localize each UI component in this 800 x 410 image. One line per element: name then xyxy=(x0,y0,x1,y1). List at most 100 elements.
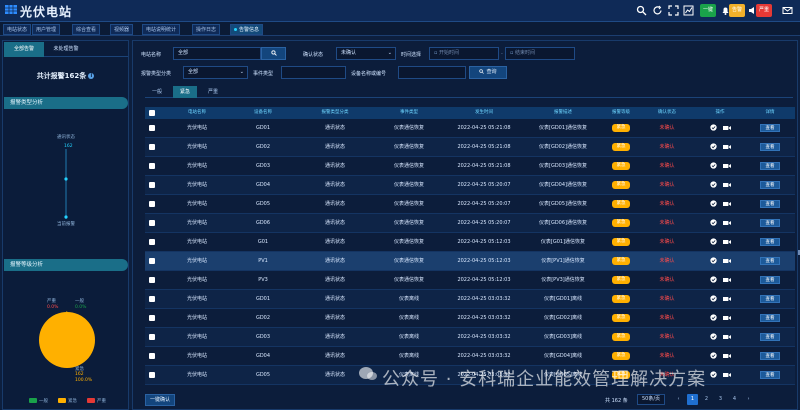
row-checkbox[interactable] xyxy=(149,315,155,321)
table-row[interactable]: 光伏电站 G01 通讯状态 仪表通信恢复 2022-04-25 05:12:03 仪表[G… xyxy=(145,233,795,252)
row-checkbox[interactable] xyxy=(149,239,155,245)
row-checkbox[interactable] xyxy=(149,201,155,207)
row-checkbox[interactable] xyxy=(149,277,155,283)
page-1[interactable]: 1 xyxy=(687,394,698,405)
confirm-check-icon[interactable] xyxy=(709,181,717,188)
confirm-check-icon[interactable] xyxy=(709,371,717,378)
confirm-check-icon[interactable] xyxy=(709,124,717,131)
tab-urgent[interactable]: 紧急 xyxy=(173,86,197,98)
confirm-check-icon[interactable] xyxy=(709,333,717,340)
tab-video[interactable]: 视频器 xyxy=(110,24,134,35)
table-row[interactable]: 光伏电站 GD01 通讯状态 仪表离线 2022-04-25 03:03:32 仪表[GD… xyxy=(145,290,795,309)
video-icon[interactable] xyxy=(722,353,731,359)
table-row[interactable]: 光伏电站 PV3 通讯状态 仪表通信恢复 2022-04-25 05:12:03 仪表[P… xyxy=(145,271,795,290)
refresh-icon[interactable] xyxy=(652,5,663,16)
station-name-select[interactable]: 全部 xyxy=(173,47,261,60)
prev-page-button[interactable]: ‹ xyxy=(677,396,680,402)
table-row[interactable]: 光伏电站 GD03 通讯状态 仪表离线 2022-04-25 03:03:32 仪表[GD… xyxy=(145,328,795,347)
mail-icon[interactable] xyxy=(782,5,793,16)
video-icon[interactable] xyxy=(722,372,731,378)
video-icon[interactable] xyxy=(722,220,731,226)
view-detail-button[interactable]: 查看 xyxy=(760,332,780,341)
page-2[interactable]: 2 xyxy=(704,396,709,402)
table-row[interactable]: 光伏电站 GD04 通讯状态 仪表通信恢复 2022-04-25 05:20:07 仪表[… xyxy=(145,176,795,195)
video-icon[interactable] xyxy=(722,163,731,169)
start-time-input[interactable]: ▫ 开始时间 xyxy=(429,47,499,60)
confirm-check-icon[interactable] xyxy=(709,352,717,359)
table-row[interactable]: 光伏电站 GD03 通讯状态 仪表通信恢复 2022-04-25 05:21:08 仪表[… xyxy=(145,157,795,176)
table-row[interactable]: 光伏电站 GD06 通讯状态 仪表通信恢复 2022-04-25 05:20:07 仪表[… xyxy=(145,214,795,233)
row-checkbox[interactable] xyxy=(149,220,155,226)
tab-normal[interactable]: 一般 xyxy=(151,89,162,95)
tab-critical[interactable]: 严重 xyxy=(207,89,218,95)
fullscreen-icon[interactable] xyxy=(668,5,679,16)
tab-station-status[interactable]: 电站状态 xyxy=(3,24,32,35)
end-time-input[interactable]: ▫ 结束时间 xyxy=(505,47,575,60)
confirm-check-icon[interactable] xyxy=(709,162,717,169)
tab-unprocessed-alarms[interactable]: 未处理告警 xyxy=(53,46,79,52)
confirm-check-icon[interactable] xyxy=(709,219,717,226)
next-page-button[interactable]: › xyxy=(747,396,750,402)
table-row[interactable]: 光伏电站 GD02 通讯状态 仪表通信恢复 2022-04-25 05:21:08 仪表[… xyxy=(145,138,795,157)
confirm-all-button[interactable]: 一键确认 xyxy=(145,394,175,406)
video-icon[interactable] xyxy=(722,277,731,283)
view-detail-button[interactable]: 查看 xyxy=(760,237,780,246)
table-row[interactable]: 光伏电站 GD01 通讯状态 仪表通信恢复 2022-04-25 05:21:08 仪表[… xyxy=(145,119,795,138)
row-checkbox[interactable] xyxy=(149,353,155,359)
search-icon[interactable] xyxy=(636,5,647,16)
view-detail-button[interactable]: 查看 xyxy=(760,142,780,151)
tab-operation-log[interactable]: 操作日志 xyxy=(192,24,221,35)
video-icon[interactable] xyxy=(722,144,731,150)
video-icon[interactable] xyxy=(722,334,731,340)
video-icon[interactable] xyxy=(722,201,731,207)
video-icon[interactable] xyxy=(722,258,731,264)
video-icon[interactable] xyxy=(722,239,731,245)
info-icon[interactable]: i xyxy=(88,73,95,79)
row-checkbox[interactable] xyxy=(149,125,155,131)
confirm-check-icon[interactable] xyxy=(709,143,717,150)
tab-overview[interactable]: 综合查看 xyxy=(72,24,101,35)
event-type-input[interactable] xyxy=(281,66,346,79)
page-4[interactable]: 4 xyxy=(732,396,737,402)
page-size-select[interactable]: 50条/页 xyxy=(637,394,665,405)
select-all-checkbox[interactable] xyxy=(149,110,155,116)
view-detail-button[interactable]: 查看 xyxy=(760,275,780,284)
tab-user-management[interactable]: 用户管理 xyxy=(32,24,61,35)
view-detail-button[interactable]: 查看 xyxy=(760,256,780,265)
video-icon[interactable] xyxy=(722,182,731,188)
tab-alarm-info[interactable]: 告警信息 xyxy=(230,24,264,35)
table-row[interactable]: 光伏电站 PV1 通讯状态 仪表通信恢复 2022-04-25 05:12:03 仪表[P… xyxy=(145,252,795,271)
scrollbar[interactable] xyxy=(798,250,800,255)
row-checkbox[interactable] xyxy=(149,144,155,150)
urgent-alarm-button[interactable]: 告警 xyxy=(729,4,745,17)
confirm-check-icon[interactable] xyxy=(709,238,717,245)
video-icon[interactable] xyxy=(722,125,731,131)
view-detail-button[interactable]: 查看 xyxy=(760,161,780,170)
view-detail-button[interactable]: 查看 xyxy=(760,370,780,379)
device-name-input[interactable] xyxy=(398,66,466,79)
bell-icon[interactable] xyxy=(720,5,731,16)
query-button[interactable]: 查询 xyxy=(469,66,507,79)
confirm-check-icon[interactable] xyxy=(709,314,717,321)
view-detail-button[interactable]: 查看 xyxy=(760,294,780,303)
confirm-check-icon[interactable] xyxy=(709,295,717,302)
critical-alarm-button[interactable]: 严重 xyxy=(756,4,772,17)
normal-alarm-button[interactable]: 一键 xyxy=(700,4,716,17)
view-detail-button[interactable]: 查看 xyxy=(760,123,780,132)
tab-all-alarms[interactable]: 全部告警 xyxy=(4,42,44,57)
video-icon[interactable] xyxy=(722,315,731,321)
alarm-type-select[interactable]: 全部 ⌄ xyxy=(183,66,248,79)
row-checkbox[interactable] xyxy=(149,258,155,264)
table-row[interactable]: 光伏电站 GD02 通讯状态 仪表离线 2022-04-25 03:03:32 仪表[GD… xyxy=(145,309,795,328)
page-3[interactable]: 3 xyxy=(718,396,723,402)
confirm-check-icon[interactable] xyxy=(709,200,717,207)
row-checkbox[interactable] xyxy=(149,334,155,340)
table-row[interactable]: 光伏电站 GD05 通讯状态 仪表离线 2022-04-25 03:03:32 仪表[GD… xyxy=(145,366,795,385)
tab-station-stats[interactable]: 电站说明统计 xyxy=(142,24,181,35)
row-checkbox[interactable] xyxy=(149,163,155,169)
video-icon[interactable] xyxy=(722,296,731,302)
chart-icon[interactable] xyxy=(683,5,694,16)
view-detail-button[interactable]: 查看 xyxy=(760,218,780,227)
view-detail-button[interactable]: 查看 xyxy=(760,180,780,189)
station-search-button[interactable] xyxy=(261,47,286,60)
